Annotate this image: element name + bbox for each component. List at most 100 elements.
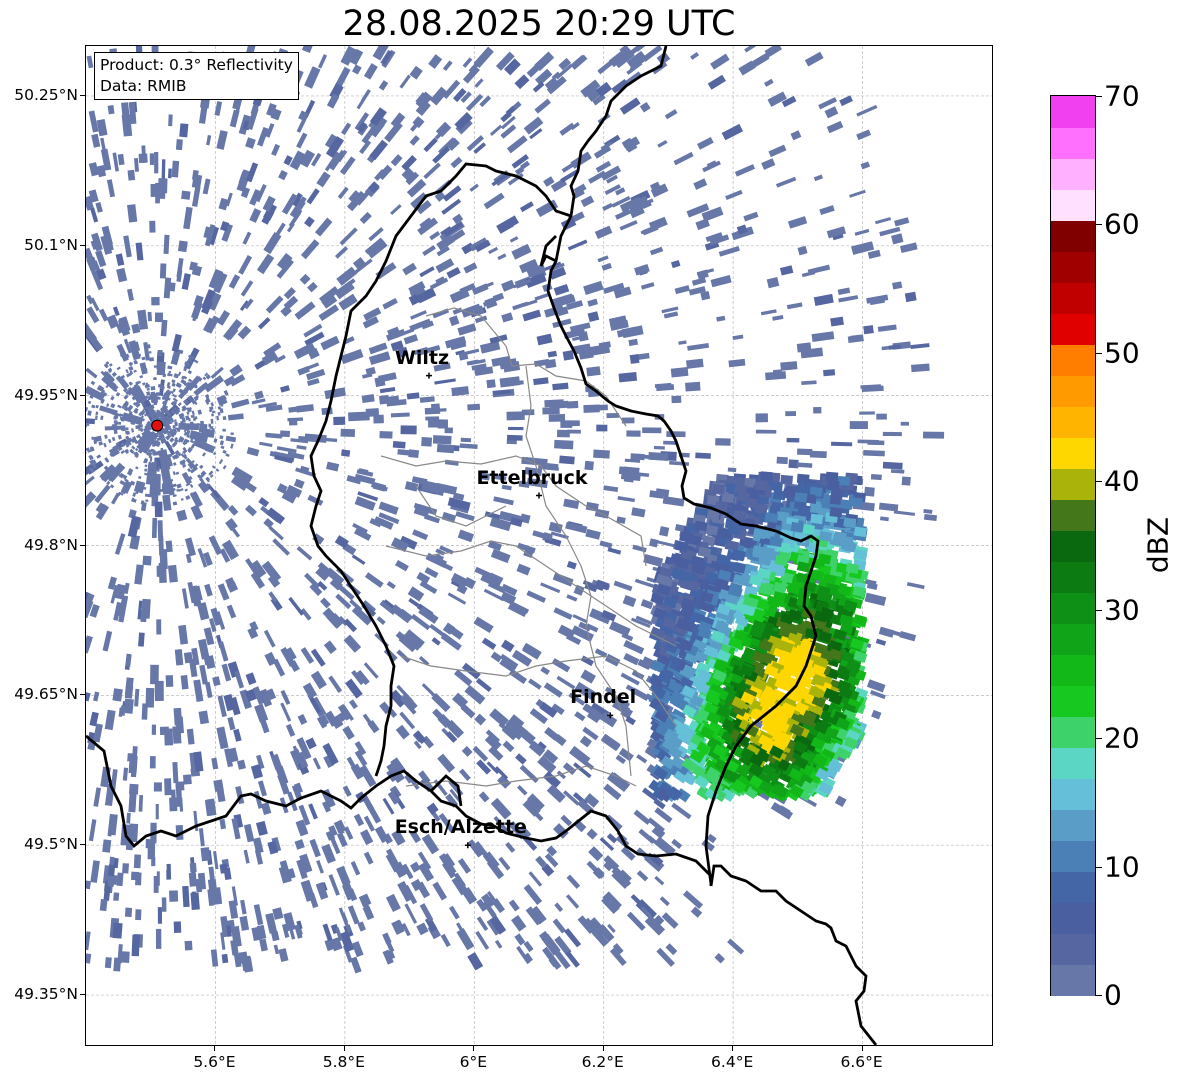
echo-cell — [246, 162, 259, 183]
echo-cell — [923, 431, 945, 439]
echo-cell — [171, 160, 180, 178]
lon-tick-label: 5.8°E — [322, 1053, 365, 1071]
echo-cell — [341, 122, 352, 136]
echo-cell — [604, 686, 617, 696]
echo-cell — [214, 101, 223, 116]
echo-cell — [333, 819, 347, 834]
echo-cell — [550, 531, 569, 540]
echo-cell — [175, 382, 182, 388]
echo-cell — [86, 418, 96, 425]
echo-cell — [245, 137, 256, 149]
echo-cell — [190, 430, 193, 435]
echo-cell — [141, 417, 145, 422]
echo-cell — [107, 875, 115, 887]
echo-cell — [156, 473, 160, 477]
echo-cell — [181, 588, 189, 609]
echo-cell — [440, 933, 451, 948]
echo-cell — [534, 51, 555, 72]
echo-cell — [231, 817, 241, 840]
echo-cell — [249, 208, 262, 223]
echo-cell — [122, 412, 127, 418]
echo-cell — [390, 412, 410, 418]
echo-cell — [556, 429, 570, 438]
echo-cell — [245, 672, 257, 685]
echo-cell — [489, 334, 508, 344]
echo-cell — [526, 477, 548, 489]
echo-cell — [145, 838, 151, 849]
echo-cell — [593, 449, 610, 459]
echo-cell — [487, 540, 502, 551]
echo-cell — [121, 951, 130, 963]
echo-cell — [191, 186, 201, 207]
echo-cell — [137, 426, 141, 431]
echo-cell — [105, 383, 110, 389]
echo-cell — [243, 849, 250, 864]
radar-map[interactable] — [85, 45, 993, 1046]
echo-cell — [102, 839, 112, 853]
echo-cell — [486, 859, 505, 880]
colorbar-segment — [1051, 468, 1095, 500]
echo-cell — [634, 46, 645, 52]
echo-cell — [93, 440, 98, 445]
echo-cell — [165, 429, 171, 435]
echo-cell — [435, 482, 458, 496]
lon-tick-mark — [214, 1046, 216, 1051]
echo-cell — [466, 135, 485, 152]
echo-cell — [516, 563, 531, 576]
echo-cell — [642, 427, 662, 434]
echo-cell — [165, 675, 174, 687]
radar-site-marker[interactable] — [151, 419, 164, 432]
echo-cell — [399, 693, 418, 712]
echo-cell — [210, 607, 222, 626]
echo-cell — [416, 200, 432, 215]
echo-cell — [548, 521, 563, 534]
echo-cell — [304, 331, 325, 347]
echo-cell — [288, 926, 296, 940]
echo-cell — [276, 446, 297, 454]
echo-cell — [137, 448, 143, 454]
echo-cell — [614, 209, 631, 220]
echo-cell — [511, 649, 533, 667]
echo-cell — [175, 781, 185, 791]
echo-cell — [513, 278, 532, 289]
echo-cell — [554, 902, 564, 912]
lat-tick-mark — [80, 694, 85, 696]
echo-cell — [249, 189, 261, 206]
echo-cell — [131, 323, 141, 334]
echo-cell — [645, 746, 655, 756]
echo-cell — [563, 294, 576, 305]
echo-cell — [297, 366, 310, 376]
echo-cell — [351, 64, 362, 75]
echo-cell — [435, 276, 445, 284]
echo-cell — [160, 466, 173, 488]
echo-cell — [880, 516, 889, 522]
echo-cell — [870, 474, 882, 481]
echo-cell — [508, 380, 524, 386]
echo-cell — [91, 232, 103, 252]
echo-cell — [586, 828, 598, 840]
echo-cell — [686, 203, 710, 218]
echo-cell — [230, 474, 250, 491]
echo-cell — [119, 352, 125, 357]
echo-cell — [261, 560, 282, 583]
echo-cell — [486, 298, 497, 307]
echo-cell — [546, 784, 566, 803]
lat-tick-mark — [80, 244, 85, 246]
echo-cell — [449, 626, 464, 640]
echo-cell — [180, 675, 189, 690]
echo-cell — [311, 152, 322, 167]
echo-cell — [503, 58, 521, 76]
echo-cell — [213, 438, 218, 443]
echo-cell — [163, 393, 167, 398]
echo-cell — [401, 923, 411, 937]
echo-cell — [252, 837, 264, 854]
echo-cell — [552, 382, 569, 391]
echo-cell — [133, 369, 137, 373]
echo-cell — [562, 762, 577, 775]
echo-cell — [472, 745, 489, 762]
echo-cell — [117, 153, 125, 166]
echo-cell — [899, 630, 917, 642]
echo-cell — [368, 227, 384, 242]
echo-cell — [222, 428, 226, 432]
echo-cell — [301, 46, 313, 53]
